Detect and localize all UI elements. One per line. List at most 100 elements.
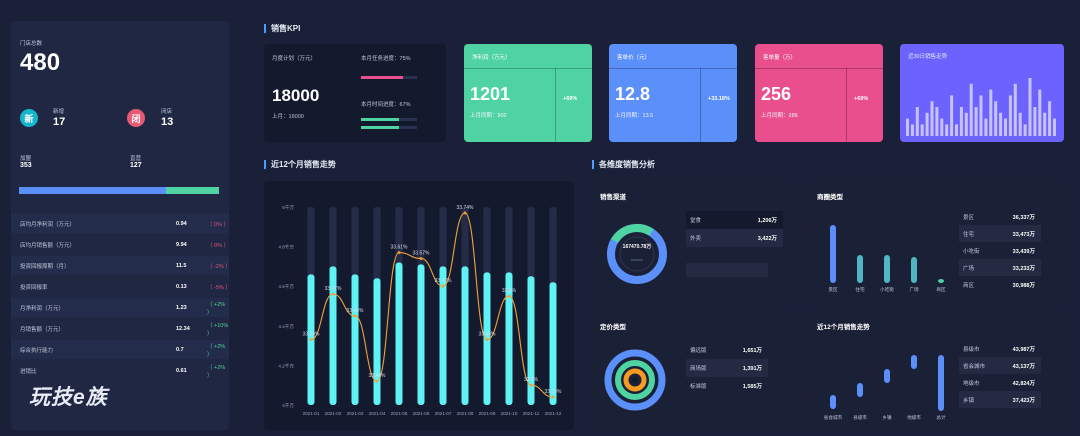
trend-30-bar	[935, 107, 939, 136]
table-row: 乡镇 37,423万	[959, 391, 1041, 408]
row-value: 43,987万	[1012, 346, 1035, 353]
growth-point	[375, 379, 379, 383]
row-label: 标准版	[690, 384, 707, 390]
time-progress-fill-2	[361, 126, 399, 129]
store-overview-panel: 门店总数 480 新 新增 17 闭 闭店 13 加盟 353 直营 127 店…	[11, 21, 231, 430]
time-progress-bar	[361, 118, 417, 121]
growth-label: 33.39%	[303, 332, 321, 338]
trend-30-bar	[1018, 112, 1022, 136]
x-tick-label: 2021-02	[325, 411, 342, 416]
kpi-card-change: +69%	[854, 96, 869, 102]
kpi-card-title: 客单价（元）	[617, 55, 651, 61]
monthly-section-title: 近12个月销售走势	[264, 160, 336, 169]
channel-table: 堂食 1,206万 外卖 3,422万	[686, 211, 783, 247]
trend-30-bar	[989, 89, 993, 136]
kpi-card-title: 净利润（万元）	[472, 55, 511, 61]
growth-label: 33.47%	[325, 286, 343, 292]
metric-change: （ +10% ）	[207, 322, 229, 337]
row-value: 33,473万	[1012, 231, 1035, 238]
table-row: 外卖 3,422万	[686, 229, 783, 247]
table-row: 标准版 1,585万	[686, 377, 768, 395]
row-value: 30,988万	[1012, 282, 1035, 289]
metric-value: 0.61	[176, 367, 187, 374]
district-table: 景区 36,337万 住宅 33,473万 小吃街 33,439万 广场 33,233万 商区 3…	[959, 208, 1041, 293]
trend-30-days-card: 近30日销售走势	[900, 44, 1064, 142]
price-ring-outer	[604, 349, 666, 411]
closed-store-label: 闭店	[161, 109, 173, 115]
store-total-label: 门店总数	[20, 41, 43, 47]
city-x-label: 乡镇	[882, 414, 892, 421]
growth-label: 33.2%	[524, 377, 539, 383]
row-label: 偏远版	[690, 348, 707, 354]
city-x-label: 省会城市	[824, 414, 843, 421]
monthly-chart: 5千万 4.8千万 4.6千万 4.4千万 4.2千万 4千万 2021-01 2021-02…	[278, 204, 562, 416]
kpi-card: 客单量（万） 256 上月同期：286 +69%	[755, 44, 883, 142]
row-value: 1,391万	[742, 366, 762, 372]
new-store-label: 新增	[53, 109, 65, 115]
kpi-section-title: 销售KPI	[264, 24, 300, 33]
kpi-card-divider	[755, 68, 883, 69]
row-label: 商场版	[690, 366, 707, 372]
table-row: 景区 36,337万	[959, 208, 1041, 225]
growth-label: 33.9%	[502, 288, 517, 294]
row-value: 37,423万	[1012, 397, 1035, 404]
growth-label: 33.48%	[369, 373, 387, 379]
growth-label: 33.47%	[435, 278, 453, 284]
district-bar	[938, 279, 944, 283]
table-row: 地级市 42,824万	[959, 374, 1041, 391]
x-tick-label: 2021-10	[501, 411, 518, 416]
metric-value: 12.34	[176, 325, 190, 332]
metric-change: （ 0% ）	[207, 242, 230, 249]
trend-30-bar	[1043, 112, 1047, 136]
growth-point	[441, 284, 445, 288]
closed-store-value: 13	[161, 116, 174, 128]
x-tick-label: 2021-01	[303, 411, 320, 416]
row-value: 43,137万	[1012, 363, 1035, 370]
growth-label: 33.57%	[413, 250, 431, 256]
trend-30-bar	[1004, 118, 1007, 136]
channel-ring-share	[607, 224, 667, 284]
dimension-section-title: 各维度销售分析	[592, 160, 655, 169]
city-title: 近12个月销售走势	[817, 324, 870, 331]
x-tick-label: 2021-07	[435, 411, 452, 416]
metric-label: 进销比	[20, 368, 37, 375]
kpi-card: 客单价（元） 12.8 上月同期：13.5 +33.18%	[609, 44, 737, 142]
metric-row: 店均月净利润（万元） 0.94 （ 0% ）	[11, 214, 229, 233]
table-row: 偏远版 1,651万	[686, 341, 768, 359]
sales-bar	[329, 266, 337, 405]
row-value: 1,585万	[742, 384, 762, 390]
trend-30-bar	[1033, 107, 1037, 136]
row-label: 小吃街	[963, 248, 980, 255]
metrics-table: 店均月净利润（万元） 0.94 （ 0% ） 店均月销售额（万元） 9.94 （ 0% ）…	[11, 214, 231, 384]
time-progress-bar-2	[361, 126, 417, 129]
city-bar	[830, 395, 836, 409]
table-row: 堂食 1,206万	[686, 211, 783, 229]
metric-label: 店均月销售额（万元）	[20, 242, 76, 249]
kpi-card-change: +69%	[563, 96, 578, 102]
metric-change: （ 0% ）	[207, 221, 230, 228]
city-chart: 省会城市 县级市 乡镇 地级市 总计	[824, 355, 946, 421]
metric-value: 0.7	[176, 346, 184, 353]
channel-title: 销售渠道	[600, 194, 626, 201]
task-progress-bar	[361, 76, 417, 79]
trend-30-bar	[1013, 83, 1017, 136]
city-panel: 近12个月销售走势 省会城市 县级市 乡镇 地级市 总计 县级市 43,987万 省会城市 4…	[809, 309, 1064, 430]
channel-ring-inner	[619, 236, 655, 272]
city-bar	[857, 383, 863, 397]
time-progress-fill	[361, 118, 399, 121]
district-x-label: 小吃街	[880, 286, 894, 293]
district-panel: 商圈类型 景区 住宅 小吃街 广场 商区 景区 36,337万 住宅 33,473万 小吃街 33…	[809, 181, 1064, 301]
x-tick-label: 2021-05	[391, 411, 408, 416]
metric-label: 投资回报周期（月）	[20, 263, 70, 270]
growth-point	[529, 383, 533, 387]
task-progress-label: 本月任务进度：75%	[361, 56, 411, 62]
growth-label: 33.48%	[479, 332, 497, 338]
kpi-card-divider	[464, 68, 592, 69]
sales-bar	[527, 276, 535, 405]
franchise-ratio-bar	[19, 187, 219, 194]
growth-point	[397, 251, 401, 254]
growth-point	[551, 395, 555, 399]
kpi-card-value: 12.8	[615, 84, 651, 104]
district-x-label: 广场	[909, 286, 919, 293]
table-row: 商区 30,988万	[959, 276, 1041, 293]
